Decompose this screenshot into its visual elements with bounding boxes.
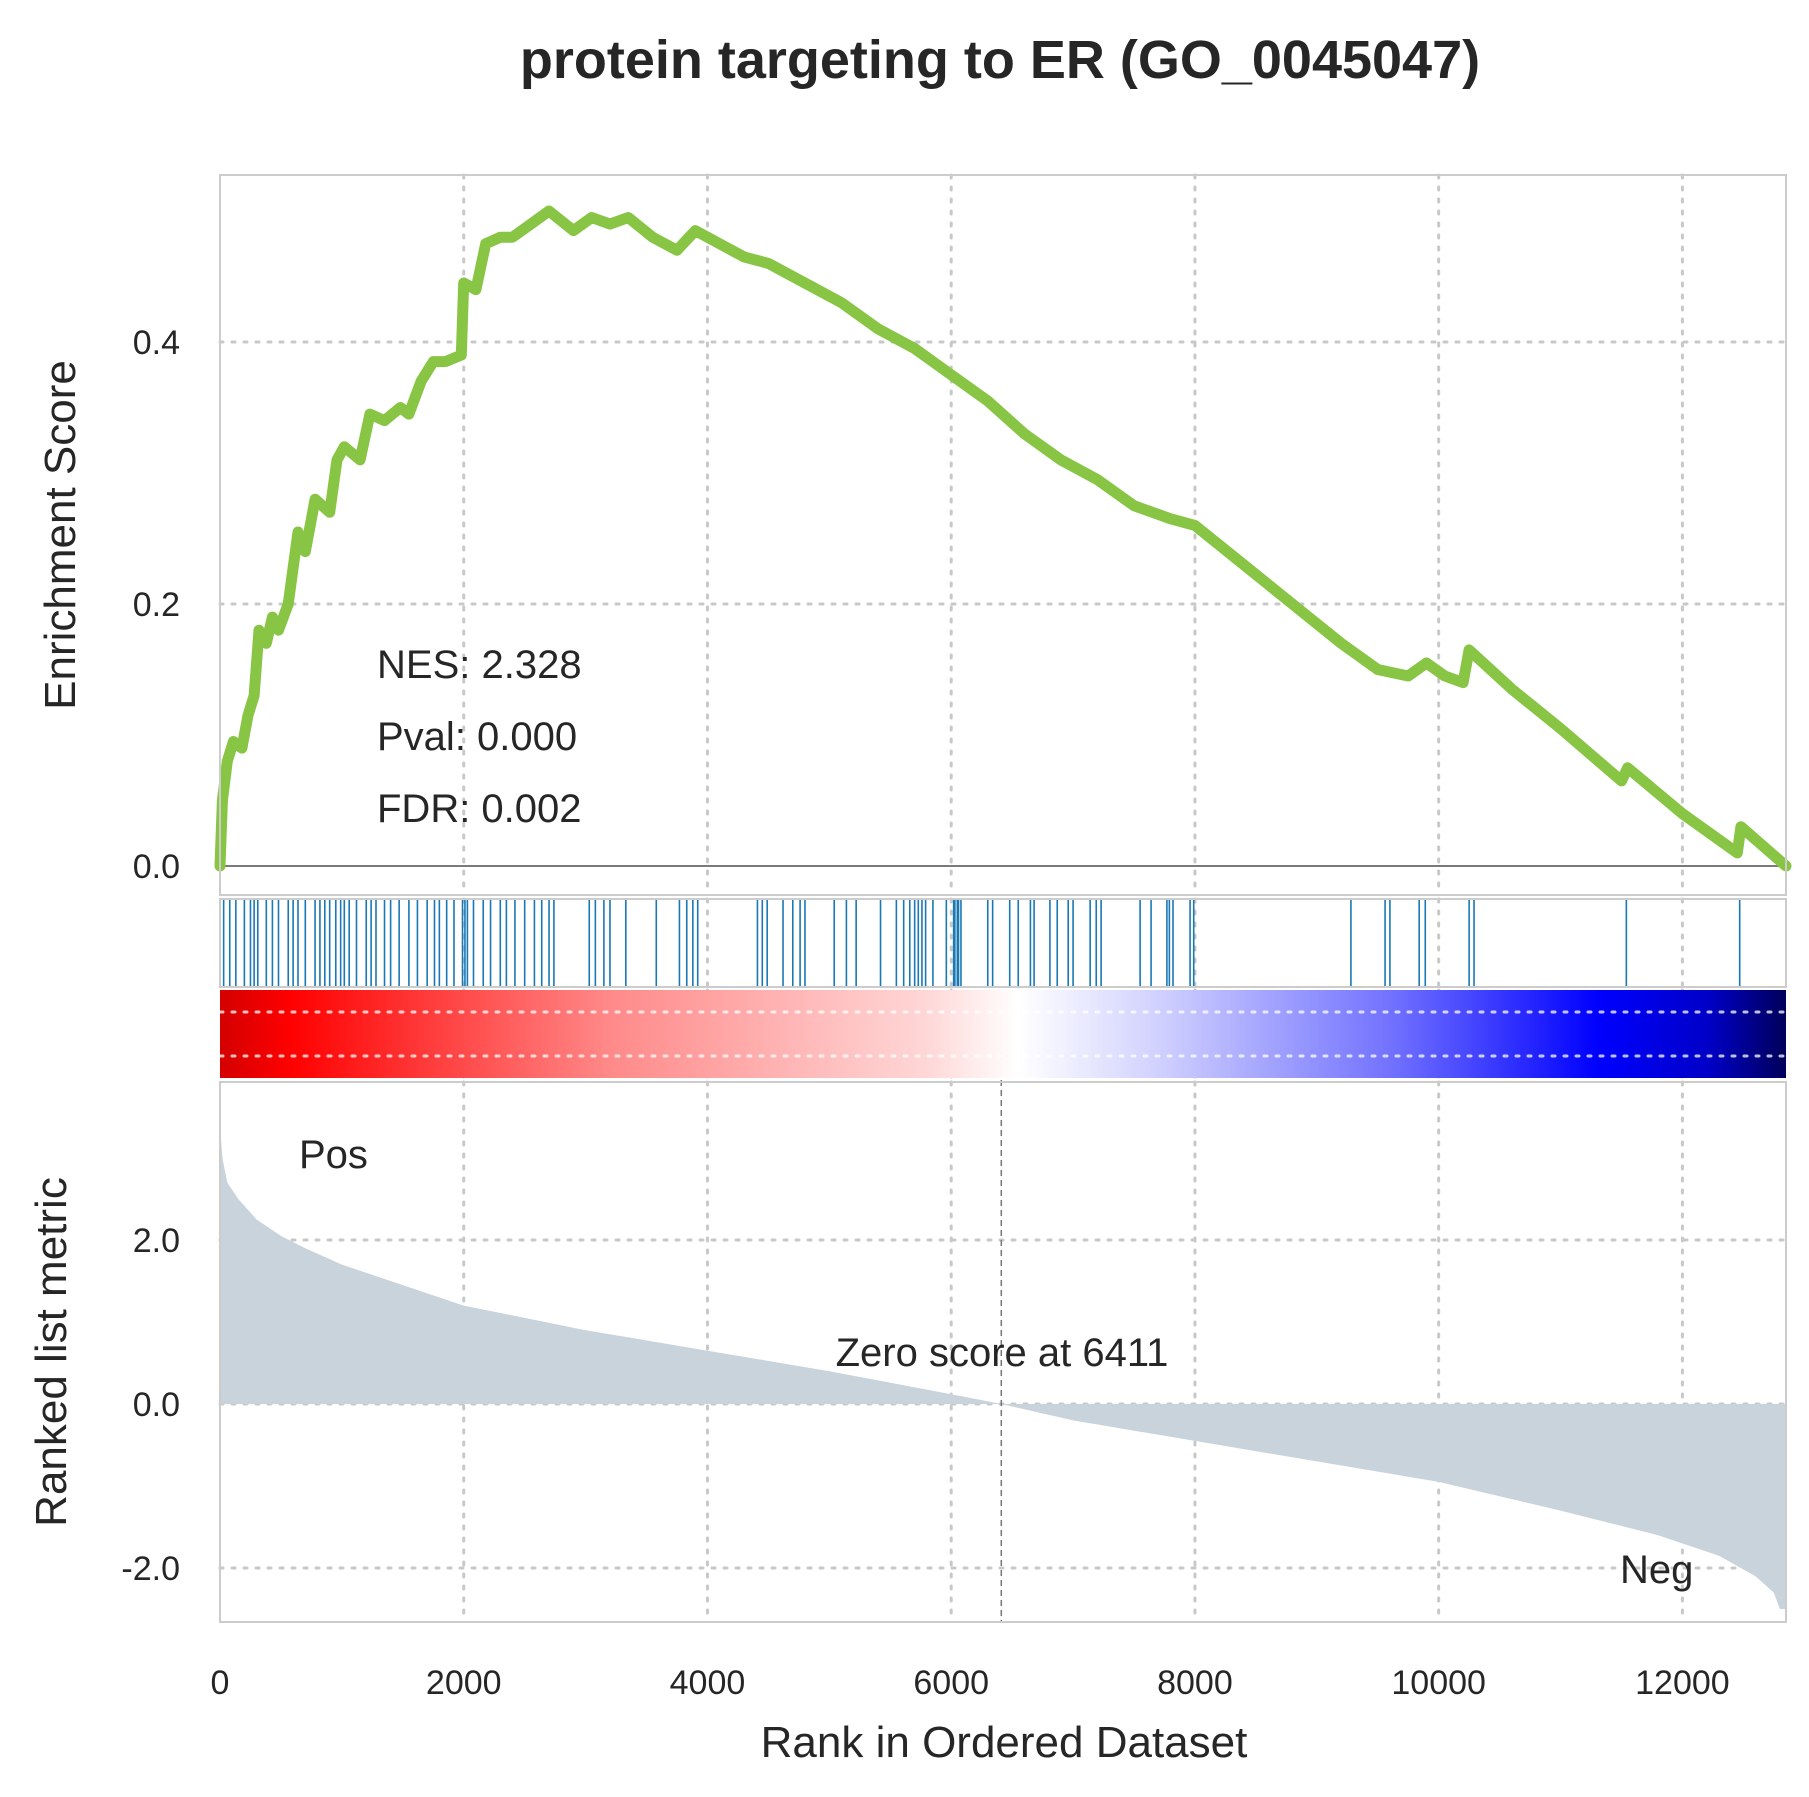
hit-panel-frame [219,898,1787,988]
ranked-metric-panel [220,1080,1786,1622]
gene-hit-ticks [222,899,1741,987]
metric-y-tick-label: -2.0 [121,1550,180,1588]
metric-axis-label: Ranked list metric [27,1177,76,1527]
pval-stat: Pval: 0.000 [377,715,577,759]
es-y-tick-label: 0.0 [133,848,180,886]
ranked-metric-area [220,1125,1786,1609]
x-tick-label: 2000 [426,1664,502,1702]
es-y-tick-label: 0.2 [133,586,180,624]
panel-frames [219,174,1787,1623]
x-axis-label: Rank in Ordered Dataset [761,1718,1248,1767]
es-panel-frame [219,174,1787,896]
nes-stat: NES: 2.328 [377,643,582,687]
es-y-tick-label: 0.4 [133,324,180,362]
pos-label: Pos [299,1133,368,1177]
zero-score-label: Zero score at 6411 [836,1331,1169,1375]
x-tick-label: 6000 [913,1664,989,1702]
x-tick-label: 8000 [1157,1664,1233,1702]
enrichment-panel [214,205,1792,872]
neg-label: Neg [1620,1548,1693,1592]
x-tick-label: 0 [211,1664,230,1702]
chart-title: protein targeting to ER (GO_0045047) [520,30,1480,90]
rank-colorbar [218,990,1788,1078]
enrichment-score-line [214,205,1792,872]
x-tick-label: 12000 [1635,1664,1730,1702]
rank-colorbar-fill [220,990,1786,1078]
metric-panel-frame [219,1081,1787,1623]
x-tick-label: 10000 [1391,1664,1486,1702]
metric-y-tick-label: 2.0 [133,1222,180,1260]
fdr-stat: FDR: 0.002 [377,787,582,831]
es-axis-label: Enrichment Score [36,360,85,710]
x-tick-label: 4000 [670,1664,746,1702]
axis-tick-labels: 0 2000 4000 6000 8000 10000 12000 0.0 0.2 0.4 -2.0… [121,324,1729,1702]
metric-y-tick-label: 0.0 [133,1386,180,1424]
